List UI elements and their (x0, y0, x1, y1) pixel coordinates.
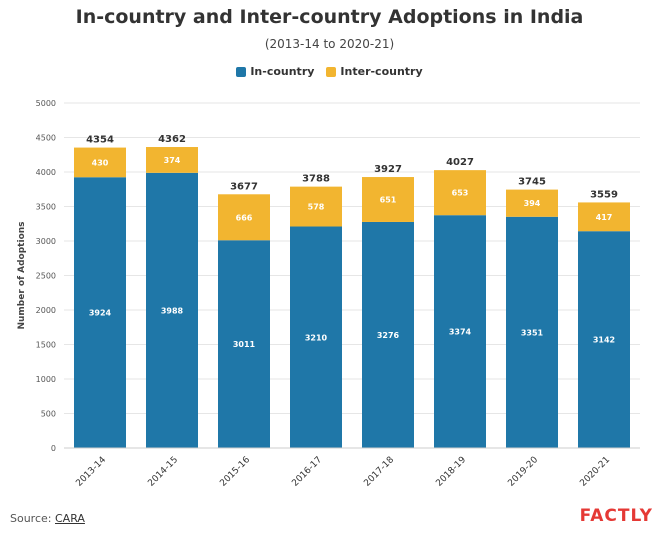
data-label-in-country: 3351 (521, 328, 544, 337)
chart-subtitle: (2013-14 to 2020-21) (264, 37, 395, 51)
x-tick-label: 2015-16 (218, 455, 252, 489)
bar-in-country (362, 221, 414, 448)
legend-item-in-country: In-country (236, 65, 314, 78)
y-tick-label: 3000 (36, 237, 56, 246)
y-tick-label: 2000 (36, 306, 56, 315)
data-label-inter-country: 417 (596, 213, 613, 222)
data-label-in-country: 3011 (233, 340, 256, 349)
data-label-in-country: 3142 (593, 336, 615, 345)
y-tick-label: 4000 (36, 168, 56, 177)
data-label-inter-country: 666 (236, 213, 253, 222)
bar-in-country (74, 177, 126, 448)
data-label-in-country: 3210 (305, 333, 328, 342)
y-tick-label: 1500 (36, 341, 56, 350)
x-tick-label: 2020-21 (578, 455, 612, 489)
x-tick-label: 2019-20 (506, 455, 540, 489)
x-tick-label: 2018-19 (434, 455, 468, 489)
data-label-inter-country: 374 (164, 156, 181, 165)
data-label-inter-country: 430 (92, 158, 109, 167)
bar-inter-country (506, 189, 558, 217)
bar-inter-country (74, 147, 126, 178)
legend-item-inter-country: Inter-country (326, 65, 423, 78)
source-note: Source: CARA (10, 512, 85, 525)
factly-logo: FACTLY (579, 506, 653, 526)
data-label-total: 3745 (518, 177, 546, 188)
bar-inter-country (362, 177, 414, 222)
data-label-total: 4362 (158, 134, 186, 145)
data-label-total: 3559 (590, 189, 618, 200)
legend-swatch-in-country (236, 66, 247, 77)
data-label-in-country: 3988 (161, 306, 184, 315)
x-tick-label: 2016-17 (290, 455, 324, 489)
data-label-inter-country: 394 (524, 199, 541, 208)
bar-inter-country (578, 202, 630, 232)
y-axis-title: Number of Adoptions (17, 221, 27, 329)
bar-in-country (578, 231, 630, 448)
x-tick-label: 2017-18 (362, 455, 396, 489)
bar-inter-country (290, 186, 342, 227)
chart-legend: In-country Inter-country (0, 65, 659, 78)
x-tick-label: 2013-14 (74, 455, 108, 489)
data-label-total: 4354 (86, 135, 114, 146)
bar-in-country (434, 215, 486, 448)
data-label-inter-country: 578 (308, 203, 325, 212)
data-label-total: 4027 (446, 157, 474, 168)
data-label-in-country: 3374 (449, 328, 472, 337)
y-tick-label: 5000 (36, 99, 56, 108)
bar-in-country (290, 226, 342, 448)
bar-inter-country (146, 147, 198, 173)
source-label: Source: (10, 512, 52, 525)
data-label-inter-country: 651 (380, 195, 397, 204)
y-tick-label: 1000 (36, 375, 56, 384)
y-tick-label: 4500 (36, 134, 56, 143)
data-label-in-country: 3276 (377, 331, 400, 340)
legend-label-in-country: In-country (250, 65, 315, 78)
bar-in-country (506, 216, 558, 448)
source-link[interactable]: CARA (55, 512, 85, 525)
bar-in-country (218, 240, 270, 448)
y-tick-label: 500 (41, 410, 56, 419)
data-label-total: 3788 (302, 174, 330, 185)
data-label-in-country: 3924 (89, 309, 112, 318)
x-tick-label: 2014-15 (146, 455, 180, 489)
bar-inter-country (218, 194, 270, 241)
data-label-total: 3677 (230, 181, 258, 192)
data-label-total: 3927 (374, 164, 402, 175)
bar-in-country (146, 172, 198, 448)
bar-inter-country (434, 170, 486, 216)
legend-swatch-inter-country (326, 66, 337, 77)
y-tick-label: 0 (51, 444, 56, 453)
legend-label-inter-country: Inter-country (340, 65, 423, 78)
y-tick-label: 3500 (36, 203, 56, 212)
data-label-inter-country: 653 (452, 189, 469, 198)
y-tick-label: 2500 (36, 272, 56, 281)
chart-title: In-country and Inter-country Adoptions i… (75, 6, 584, 28)
